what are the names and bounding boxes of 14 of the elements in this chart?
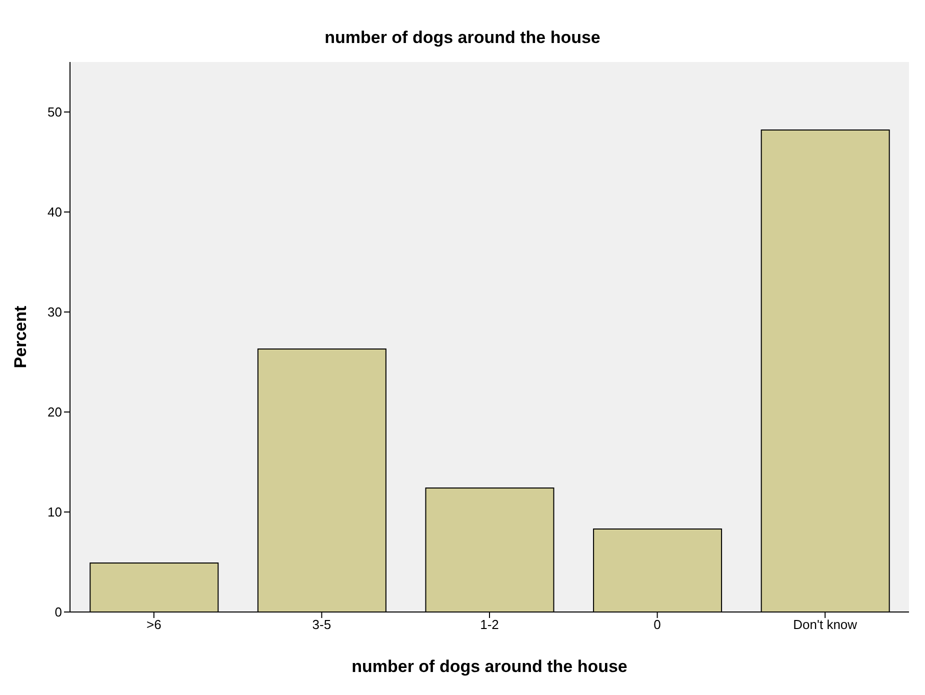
x-tick-label: >6 <box>146 617 162 632</box>
x-tick-label: Don't know <box>793 617 858 632</box>
x-tick-label: 0 <box>654 617 661 632</box>
y-tick-label: 40 <box>48 204 62 220</box>
y-tick-label: 10 <box>48 504 62 520</box>
y-tick-label: 0 <box>54 604 62 620</box>
chart-title: number of dogs around the house <box>324 28 602 49</box>
y-tick-label: 30 <box>48 304 62 320</box>
y-axis-title: Percent <box>11 305 30 368</box>
y-tick-label: 50 <box>48 104 62 120</box>
x-tick-label: 3-5 <box>312 617 332 632</box>
x-axis-title: number of dogs around the house <box>352 657 628 676</box>
x-tick-label: 1-2 <box>480 617 499 632</box>
y-tick-label: 20 <box>48 404 62 420</box>
